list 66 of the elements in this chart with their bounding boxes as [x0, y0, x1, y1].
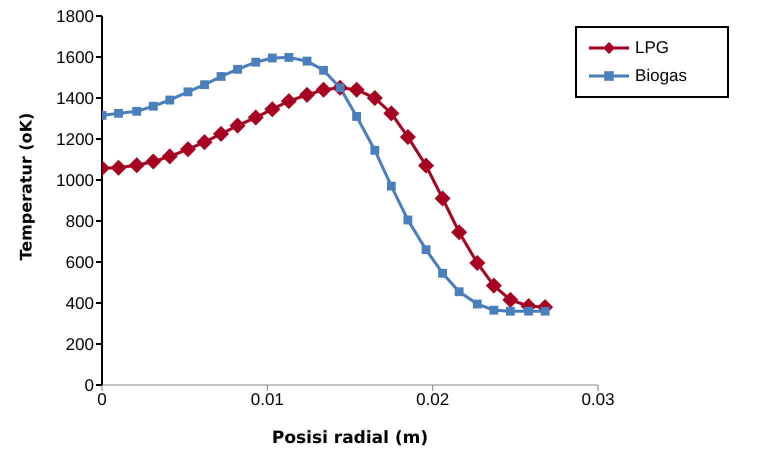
point	[352, 112, 362, 121]
point	[400, 128, 416, 145]
point	[502, 292, 518, 308]
y-tick-label: 800	[66, 212, 94, 232]
point	[383, 105, 400, 122]
point	[524, 306, 533, 316]
point	[213, 126, 230, 142]
point	[506, 306, 515, 316]
point	[422, 245, 430, 254]
point	[114, 108, 123, 118]
point	[319, 66, 328, 75]
point	[489, 306, 498, 315]
point	[216, 72, 226, 81]
point	[348, 82, 365, 98]
point	[284, 53, 294, 62]
y-tick-label: 1400	[56, 89, 94, 108]
point	[248, 109, 264, 126]
point	[128, 157, 145, 174]
y-tick-label: 600	[66, 253, 94, 272]
point	[451, 224, 468, 240]
point	[233, 64, 242, 74]
y-tick-label: 1000	[56, 171, 94, 190]
x-tick-label: 0.03	[581, 390, 615, 410]
point	[386, 182, 396, 191]
point	[196, 134, 213, 150]
point	[540, 306, 550, 316]
point	[148, 102, 158, 111]
legend-label: Biogas	[635, 66, 687, 86]
point	[280, 93, 297, 110]
y-axis-title: Temperatur (oK)	[16, 112, 36, 260]
point	[180, 141, 196, 158]
y-tick-label: 1200	[56, 130, 94, 150]
point	[230, 118, 246, 134]
y-tick-label: 200	[66, 335, 94, 354]
point	[251, 58, 260, 67]
point	[366, 90, 383, 106]
point	[370, 146, 380, 155]
point	[264, 101, 280, 118]
point	[418, 158, 434, 174]
point	[302, 56, 312, 66]
point	[145, 154, 162, 170]
point	[434, 190, 451, 206]
y-tick-label: 1800	[56, 7, 94, 26]
point	[165, 96, 174, 104]
point	[110, 160, 127, 176]
point	[184, 87, 192, 96]
point	[268, 54, 277, 62]
point	[438, 268, 447, 278]
point	[486, 278, 502, 294]
point	[132, 106, 142, 116]
point	[454, 287, 464, 296]
point	[403, 216, 412, 224]
x-tick-label: 0.02	[416, 390, 450, 410]
legend-label: LPG	[635, 38, 670, 58]
x-tick-label: 0.01	[250, 390, 284, 410]
y-tick-label: 400	[66, 294, 94, 314]
x-axis-title: Posisi radial (m)	[272, 428, 428, 448]
point	[469, 255, 486, 272]
y-tick-label: 0	[84, 376, 94, 396]
point	[200, 80, 209, 90]
point	[316, 82, 332, 98]
point	[472, 300, 482, 308]
y-tick-label: 1600	[56, 48, 94, 68]
point	[162, 148, 178, 164]
point	[299, 86, 316, 103]
x-tick-label: 0	[97, 390, 107, 410]
